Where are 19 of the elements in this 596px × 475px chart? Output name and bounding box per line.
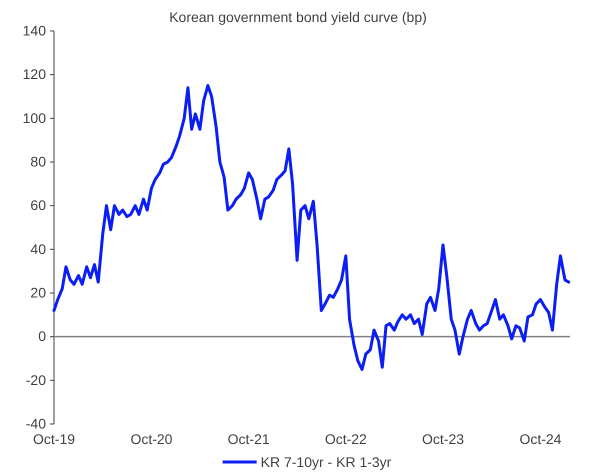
chart-title: Korean government bond yield curve (bp) (169, 9, 427, 25)
y-tick-label: 20 (30, 284, 46, 300)
legend-label: KR 7-10yr - KR 1-3yr (260, 454, 392, 470)
x-tick-label: Oct-21 (228, 430, 270, 447)
y-tick-label: 100 (22, 110, 46, 126)
y-tick-label: 120 (22, 66, 46, 82)
y-tick-label: -20 (26, 372, 46, 388)
x-tick-label: Oct-23 (422, 430, 464, 447)
y-tick-label: 140 (22, 22, 46, 38)
y-tick-label: 60 (30, 197, 46, 214)
y-tick-label: -40 (26, 415, 46, 432)
x-tick-label: Oct-20 (130, 430, 173, 447)
y-tick-label: 0 (38, 328, 46, 344)
x-tick-label: Oct-24 (519, 430, 562, 447)
y-tick-label: 80 (30, 153, 46, 170)
line-series (52, 84, 570, 371)
x-tick-label: Oct-19 (32, 430, 76, 447)
x-tick-label: Oct-22 (324, 430, 368, 447)
y-tick-label: 40 (30, 240, 46, 257)
